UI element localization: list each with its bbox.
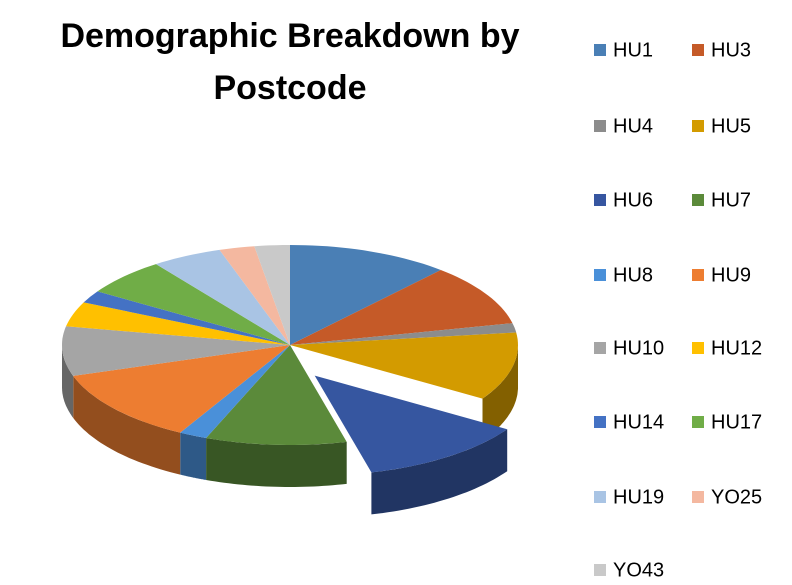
legend-label: HU1 — [613, 39, 653, 61]
pie-side — [73, 375, 181, 475]
legend-swatch — [594, 564, 606, 576]
pie-slice — [290, 332, 518, 399]
legend-swatch — [594, 491, 606, 503]
legend-label: HU9 — [711, 264, 751, 286]
pie-slice — [314, 375, 508, 473]
pie-side — [62, 345, 74, 418]
legend-swatch — [594, 416, 606, 428]
legend-label: HU8 — [613, 264, 653, 286]
pie-slice — [206, 345, 347, 445]
legend-label: HU10 — [613, 337, 664, 359]
pie-slice — [290, 323, 517, 345]
legend-swatch — [594, 342, 606, 354]
legend-label: HU4 — [613, 115, 653, 137]
legend-swatch — [594, 44, 606, 56]
pie-slice — [156, 249, 290, 345]
legend-label: HU6 — [613, 189, 653, 211]
legend-swatch — [692, 120, 704, 132]
chart-title: Demographic Breakdown by Postcode — [60, 17, 519, 107]
legend-swatch — [692, 491, 704, 503]
legend-label: HU5 — [711, 115, 751, 137]
legend-swatch — [692, 44, 704, 56]
pie-slice — [180, 345, 290, 438]
legend-swatch — [594, 269, 606, 281]
legend-swatch — [594, 120, 606, 132]
pie-slice — [66, 302, 290, 345]
pie-side — [371, 429, 508, 515]
pie-slice — [219, 246, 290, 345]
pie-slice — [254, 245, 290, 345]
legend-label: HU3 — [711, 39, 751, 61]
pie-slice — [290, 270, 513, 345]
pie-side — [482, 345, 518, 441]
legend-swatch — [692, 342, 704, 354]
pie-slice — [73, 345, 290, 433]
legend-label: YO25 — [711, 486, 762, 508]
legend-swatch — [692, 269, 704, 281]
pie-slice — [62, 326, 290, 376]
legend-label: HU17 — [711, 411, 762, 433]
legend-swatch — [594, 194, 606, 206]
legend-label: HU14 — [613, 411, 664, 433]
legend-swatch — [692, 194, 704, 206]
pie-slice — [97, 264, 290, 345]
pie-slice — [290, 245, 441, 345]
legend-label: HU19 — [613, 486, 664, 508]
legend-label: HU7 — [711, 189, 751, 211]
legend-label: HU12 — [711, 337, 762, 359]
legend-label: YO43 — [613, 559, 664, 581]
pie-slice — [83, 291, 290, 345]
pie-side — [180, 432, 207, 480]
legend-swatch — [692, 416, 704, 428]
pie-sides — [62, 345, 518, 515]
pie-side — [206, 438, 347, 487]
